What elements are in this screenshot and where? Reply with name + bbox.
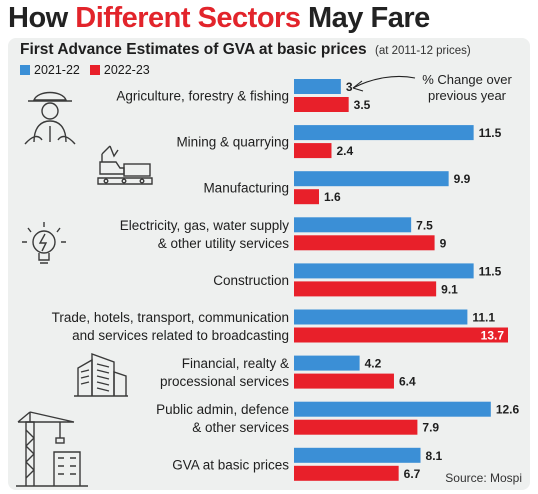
value-label-gva-at-basic-prices-2022-23: 6.7 — [404, 467, 421, 481]
bar-trade-hotels-transport-communication-and-services-related-to-broadcasting-2022-23 — [294, 327, 508, 343]
bar-financial-realty-processional-services-2021-22 — [294, 355, 360, 371]
value-label-agriculture-forestry-fishing-2022-23: 3.5 — [354, 98, 371, 112]
bar-financial-realty-processional-services-2022-23 — [294, 373, 394, 389]
category-label-mining-quarrying: Mining & quarrying — [176, 135, 289, 150]
value-label-financial-realty-processional-services-2022-23: 6.4 — [399, 375, 416, 389]
category-label-construction: Construction — [213, 273, 289, 288]
value-label-public-admin-defence-other-services-2022-23: 7.9 — [422, 421, 439, 435]
chart-subtitle-note: (at 2011-12 prices) — [375, 45, 471, 57]
bar-manufacturing-2022-23 — [294, 189, 319, 205]
category-label-public-admin-defence-other-services-line-2: & other services — [192, 420, 289, 435]
legend-item-2022-23: 2022-23 — [89, 63, 150, 77]
value-label-public-admin-defence-other-services-2021-22: 12.6 — [496, 403, 520, 417]
lightbulb-icon — [22, 222, 66, 264]
bar-trade-hotels-transport-communication-and-services-related-to-broadcasting-2021-22 — [294, 309, 468, 325]
crane-icon — [16, 411, 88, 487]
chart-subtitle: First Advance Estimates of GVA at basic … — [20, 41, 367, 58]
headline: How Different Sectors May Fare — [8, 2, 430, 34]
value-label-electricity-gas-water-supply-other-utility-services-2022-23: 9 — [440, 236, 447, 250]
headline-part-3: May Fare — [300, 2, 430, 34]
category-label-agriculture-forestry-fishing: Agriculture, forestry & fishing — [116, 89, 289, 104]
value-label-mining-quarrying-2022-23: 2.4 — [336, 144, 353, 158]
bar-mining-quarrying-2021-22 — [294, 125, 474, 141]
category-label-manufacturing: Manufacturing — [203, 181, 289, 196]
headline-part-2: Different Sectors — [75, 2, 301, 34]
category-label-public-admin-defence-other-services-line-1: Public admin, defence — [156, 402, 289, 417]
category-label-electricity-gas-water-supply-other-utility-services-line-1: Electricity, gas, water supply — [120, 218, 290, 233]
category-label-gva-at-basic-prices: GVA at basic prices — [172, 457, 289, 472]
value-label-manufacturing-2021-22: 9.9 — [454, 172, 471, 186]
category-label-trade-hotels-transport-communication-and-services-related-to-broadcasting-line-2: and services related to broadcasting — [72, 328, 289, 343]
building-icon — [74, 353, 128, 397]
category-label-electricity-gas-water-supply-other-utility-services-line-2: & other utility services — [158, 236, 290, 251]
legend-swatch-2021-22 — [20, 65, 30, 75]
value-label-mining-quarrying-2021-22: 11.5 — [479, 126, 502, 140]
value-label-manufacturing-2022-23: 1.6 — [324, 190, 341, 204]
headline-part-1: How — [8, 2, 76, 34]
excavator-icon — [97, 145, 153, 185]
annotation-arrow-icon — [352, 75, 416, 92]
value-label-financial-realty-processional-services-2021-22: 4.2 — [365, 357, 382, 371]
bar-gva-at-basic-prices-2022-23 — [294, 465, 399, 481]
bar-construction-2022-23 — [294, 281, 437, 297]
legend-swatch-2022-23 — [89, 65, 100, 75]
value-label-agriculture-forestry-fishing-2021-22: 3 — [346, 80, 353, 94]
bar-electricity-gas-water-supply-other-utility-services-2022-23 — [294, 235, 435, 251]
bar-public-admin-defence-other-services-2022-23 — [294, 419, 418, 435]
legend-item-2021-22: 2021-22 — [20, 63, 80, 77]
bar-mining-quarrying-2022-23 — [294, 143, 332, 159]
bar-manufacturing-2021-22 — [294, 171, 449, 187]
bar-electricity-gas-water-supply-other-utility-services-2021-22 — [294, 217, 412, 233]
value-label-electricity-gas-water-supply-other-utility-services-2021-22: 7.5 — [416, 218, 433, 232]
bar-agriculture-forestry-fishing-2022-23 — [294, 97, 349, 112]
category-label-financial-realty-processional-services-line-2: processional services — [160, 374, 289, 389]
bar-public-admin-defence-other-services-2021-22 — [294, 401, 491, 417]
value-label-trade-hotels-transport-communication-and-services-related-to-broadcasting-2021-22: 11.1 — [472, 311, 495, 325]
chart-annotation: % Change over previous year — [422, 72, 512, 103]
farmer-icon — [24, 91, 76, 145]
value-label-construction-2022-23: 9.1 — [441, 282, 458, 296]
chart-legend: 2021-22 2022-23 — [20, 63, 160, 77]
bar-gva-at-basic-prices-2021-22 — [294, 447, 421, 463]
legend-label-2021-22: 2021-22 — [34, 63, 80, 77]
value-label-gva-at-basic-prices-2021-22: 8.1 — [426, 449, 443, 463]
bar-agriculture-forestry-fishing-2021-22 — [294, 79, 341, 94]
chart-source: Source: Mospi — [445, 471, 522, 485]
bar-construction-2021-22 — [294, 263, 474, 279]
category-label-trade-hotels-transport-communication-and-services-related-to-broadcasting-line-1: Trade, hotels, transport, communication — [52, 310, 289, 325]
category-label-financial-realty-processional-services-line-1: Financial, realty & — [182, 356, 289, 371]
legend-label-2022-23: 2022-23 — [103, 63, 150, 77]
value-label-trade-hotels-transport-communication-and-services-related-to-broadcasting-2022-23: 13.7 — [481, 329, 505, 343]
value-label-construction-2021-22: 11.5 — [479, 264, 502, 278]
